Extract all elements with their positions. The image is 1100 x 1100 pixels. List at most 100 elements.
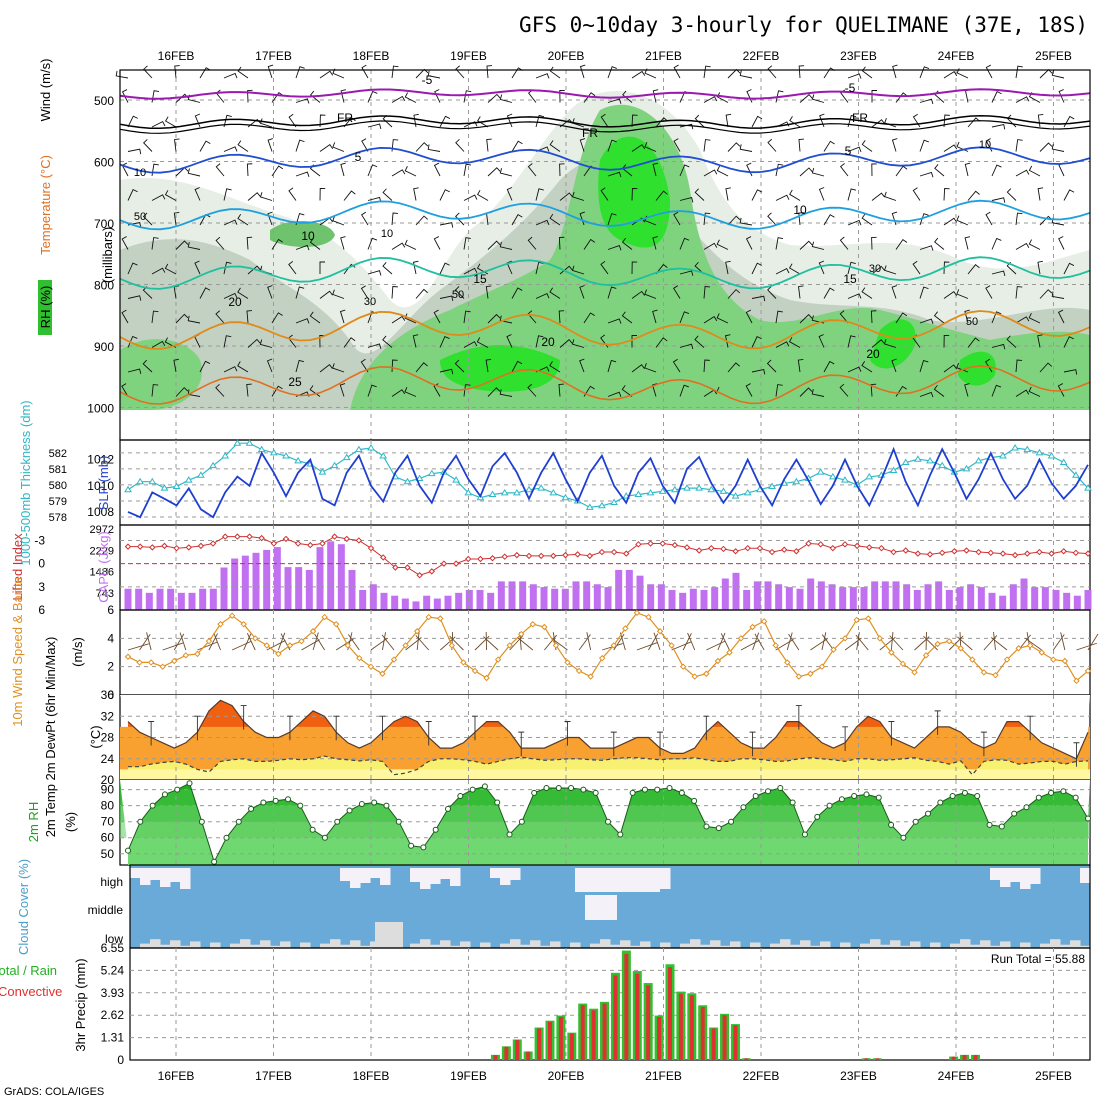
rh-2m-line-point (777, 785, 784, 792)
upper-wind-barb (775, 90, 784, 103)
upper-wind-barb (766, 359, 777, 373)
lifted-index-line-point (951, 548, 958, 555)
upper-wind-barb (745, 236, 753, 250)
upper-wind-barb (673, 64, 681, 79)
cape-bar (711, 587, 719, 610)
upper-wind-barb (558, 236, 565, 250)
rh-2m-line-point (506, 831, 513, 838)
cape-bar (305, 569, 313, 610)
wind-10m-line-point (275, 650, 282, 658)
upper-wind-barb (360, 358, 369, 373)
upper-wind-barb (260, 118, 273, 128)
cape-bar (369, 584, 377, 610)
upper-wind-barb (319, 290, 333, 299)
thickness-line-point (707, 485, 716, 493)
thickness-line-point (670, 485, 679, 493)
upper-wind-barb (964, 309, 970, 324)
upper-wind-barb (679, 270, 694, 276)
upper-wind-barb (535, 73, 550, 79)
cape-bar (625, 569, 633, 610)
low-cloud-bar (590, 943, 601, 948)
wind-10m-line-point (494, 656, 502, 663)
rh-2m-line-point (211, 858, 218, 865)
cape-bar (220, 567, 228, 610)
upper-wind-barb (433, 162, 441, 177)
upper-wind-barb (549, 361, 561, 373)
high-cloud-bar (490, 868, 501, 878)
wind-10m-barb (146, 632, 152, 651)
upper-wind-barb (823, 214, 835, 226)
thickness-tick: 578 (49, 512, 67, 524)
thickness-line-point (865, 472, 874, 480)
upper-wind-barb (319, 143, 334, 152)
cape-axis-label: CAPE (J/kg) (96, 531, 111, 603)
upper-wind-barb (271, 165, 284, 177)
upper-wind-barb (919, 98, 934, 105)
lifted-index-line-point (1072, 549, 1080, 557)
low-cloud-bar (180, 945, 191, 948)
wind-10m-line-point (564, 659, 571, 666)
upper-wind-barb (861, 140, 873, 152)
lifted-index-line-point (647, 540, 654, 547)
upper-wind-barb (463, 267, 478, 275)
wind-10m-line-point (390, 656, 398, 663)
upper-wind-barb (199, 140, 211, 152)
temp-minmax-bar (425, 721, 432, 746)
rh-2m-line-point (789, 799, 796, 806)
upper-wind-barb (535, 219, 550, 226)
upper-wind-barb (215, 310, 225, 324)
lifted-index-line-point (659, 540, 666, 547)
lifted-index-line-point (258, 534, 265, 542)
cape-bar (401, 598, 409, 610)
lifted-index-line-point (1060, 548, 1067, 555)
thickness-line-point (1084, 484, 1092, 491)
upper-wind-barb (716, 165, 729, 177)
upper-wind-barb (788, 337, 801, 348)
low-cloud-bar (870, 939, 881, 948)
precip-tick: 2.62 (101, 1008, 125, 1022)
isotherm-label: 10 (301, 229, 315, 243)
top-date-label: 18FEB (353, 49, 390, 63)
upper-wind-barb (535, 366, 550, 373)
upper-wind-barb (332, 289, 345, 299)
lifted-index-line-point (282, 535, 290, 543)
high-cloud-bar (1020, 868, 1031, 889)
upper-wind-barb (487, 167, 501, 177)
upper-wind-barb (672, 358, 681, 373)
upper-wind-barb (295, 139, 305, 152)
precip-convective-label: Convective (0, 984, 62, 999)
upper-wind-barb (652, 162, 659, 177)
upper-wind-barb (631, 290, 646, 299)
low-cloud-bar (250, 944, 261, 948)
thickness-line-point (901, 458, 910, 465)
upper-wind-barb (579, 358, 585, 373)
lifted-index-line-point (428, 568, 436, 575)
rh-2m-line-point (678, 789, 685, 796)
wind-10m-line-point (888, 649, 895, 656)
upper-wind-barb (775, 163, 784, 177)
high-cloud-bar (440, 868, 451, 879)
upper-wind-barb (679, 123, 694, 130)
wind-10m-line-point (263, 642, 271, 649)
upper-wind-barb (164, 263, 177, 275)
upper-wind-barb (558, 383, 564, 397)
rh-2m-line-point (703, 823, 710, 830)
rh-2m-line-point (875, 794, 882, 801)
temp-minmax-bar (379, 715, 386, 741)
upper-wind-barb (933, 311, 945, 324)
cape-bar (359, 589, 367, 610)
bottom-date-label: 21FEB (645, 1069, 682, 1083)
low-cloud-bar (170, 940, 181, 948)
upper-wind-barb (871, 163, 877, 177)
wind-10m-barb (653, 632, 661, 651)
thickness-line-point (355, 445, 363, 453)
wind-10m-barb (1060, 632, 1066, 651)
upper-wind-barb (559, 265, 573, 275)
thickness-line-point (634, 490, 643, 498)
upper-wind-barb (703, 316, 718, 324)
temp-band-cool (120, 769, 1090, 780)
low-cloud-bar (1020, 942, 1031, 948)
wind-10m-line-point (286, 642, 294, 649)
upper-wind-barb (933, 385, 945, 397)
rh-2m-line-point (986, 821, 993, 828)
